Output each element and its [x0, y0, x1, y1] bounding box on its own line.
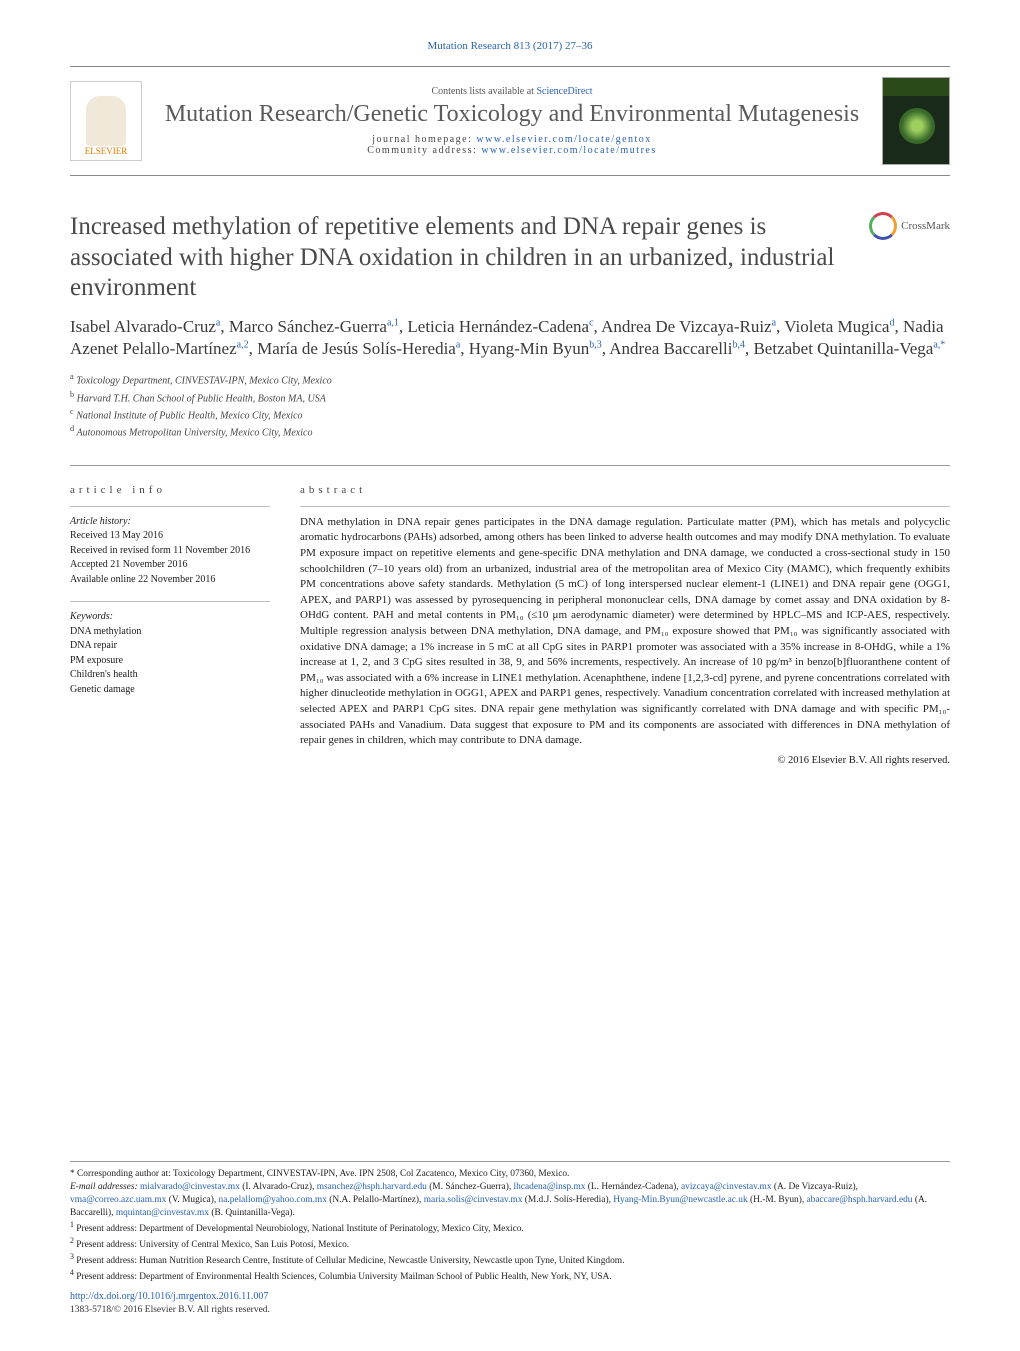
header-center: Contents lists available at ScienceDirec…	[156, 86, 868, 155]
crossmark-label: CrossMark	[901, 220, 950, 232]
journal-name: Mutation Research/Genetic Toxicology and…	[156, 101, 868, 127]
keywords-list: DNA methylationDNA repairPM exposureChil…	[70, 625, 270, 698]
journal-header: ELSEVIER Contents lists available at Sci…	[70, 66, 950, 176]
emails-list: mialvarado@cinvestav.mx (I. Alvarado-Cru…	[70, 1182, 927, 1218]
abstract-body: DNA methylation in DNA repair genes part…	[300, 515, 950, 749]
affiliations: a Toxicology Department, CINVESTAV-IPN, …	[70, 371, 950, 440]
journal-citation: Mutation Research 813 (2017) 27–36	[70, 40, 950, 52]
article-title: Increased methylation of repetitive elem…	[70, 212, 849, 304]
issn-line: 1383-5718/© 2016 Elsevier B.V. All right…	[70, 1304, 950, 1317]
authors-list: Isabel Alvarado-Cruza, Marco Sánchez-Gue…	[70, 316, 950, 362]
crossmark-icon	[869, 212, 897, 240]
tree-icon	[86, 96, 126, 146]
homepage-label: journal homepage:	[372, 134, 476, 145]
community-label: Community address:	[367, 145, 481, 156]
doi-link[interactable]: http://dx.doi.org/10.1016/j.mrgentox.201…	[70, 1290, 950, 1304]
online-date: Available online 22 November 2016	[70, 573, 270, 588]
crossmark-badge[interactable]: CrossMark	[869, 212, 950, 240]
journal-cover-thumbnail	[882, 77, 950, 165]
received-date: Received 13 May 2016	[70, 529, 270, 544]
divider	[70, 601, 270, 602]
present-addresses: 1 Present address: Department of Develop…	[70, 1220, 950, 1284]
history-label: Article history:	[70, 515, 270, 530]
abstract-column: abstract DNA methylation in DNA repair g…	[300, 484, 950, 766]
homepage-link[interactable]: www.elsevier.com/locate/gentox	[476, 134, 651, 145]
article-info-heading: article info	[70, 484, 270, 496]
email-addresses: E-mail addresses: mialvarado@cinvestav.m…	[70, 1181, 950, 1220]
keywords-label: Keywords:	[70, 610, 270, 625]
article-info-column: article info Article history: Received 1…	[70, 484, 270, 766]
emails-label: E-mail addresses:	[70, 1182, 140, 1192]
footnotes: * Corresponding author at: Toxicology De…	[70, 1161, 950, 1317]
community-line: Community address: www.elsevier.com/loca…	[156, 145, 868, 156]
homepage-line: journal homepage: www.elsevier.com/locat…	[156, 134, 868, 145]
article-history: Article history: Received 13 May 2016 Re…	[70, 515, 270, 588]
revised-date: Received in revised form 11 November 201…	[70, 544, 270, 559]
accepted-date: Accepted 21 November 2016	[70, 558, 270, 573]
publisher-label: ELSEVIER	[85, 146, 128, 156]
article-body: article info Article history: Received 1…	[70, 465, 950, 766]
contents-line: Contents lists available at ScienceDirec…	[156, 86, 868, 97]
community-link[interactable]: www.elsevier.com/locate/mutres	[481, 145, 656, 156]
contents-prefix: Contents lists available at	[431, 86, 536, 97]
sciencedirect-link[interactable]: ScienceDirect	[536, 86, 592, 97]
abstract-heading: abstract	[300, 484, 950, 496]
divider	[70, 506, 270, 507]
keywords-block: Keywords: DNA methylationDNA repairPM ex…	[70, 610, 270, 697]
corresponding-author: * Corresponding author at: Toxicology De…	[70, 1168, 950, 1181]
abstract-copyright: © 2016 Elsevier B.V. All rights reserved…	[300, 755, 950, 766]
title-block: Increased methylation of repetitive elem…	[70, 212, 950, 304]
divider	[300, 506, 950, 507]
elsevier-logo: ELSEVIER	[70, 81, 142, 161]
